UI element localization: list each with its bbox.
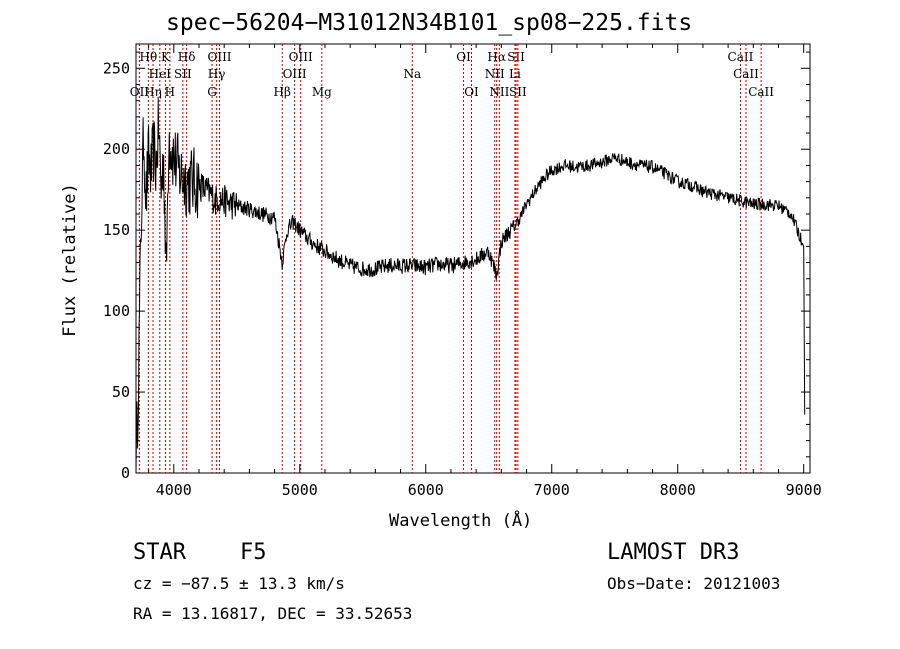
- y-tick-label: 250: [103, 59, 130, 77]
- spectral-line-label: Mg: [312, 85, 332, 99]
- spectral-line-label: K: [161, 50, 171, 64]
- y-tick-label: 200: [103, 140, 130, 158]
- spectral-line-label: CaII: [733, 67, 759, 81]
- spectral-line-label: G: [207, 85, 217, 99]
- x-tick-label: 4000: [156, 481, 192, 499]
- spectral-line-label: NII: [485, 67, 505, 81]
- spectral-line-label: Hθ: [139, 50, 157, 64]
- plot-frame: [135, 43, 811, 474]
- spectral-line-label: HeI: [149, 67, 172, 81]
- obs-date: Obs−Date: 20121003: [607, 574, 781, 593]
- spectral-line-label: OIII: [207, 50, 231, 64]
- spectral-line-label: CaII: [728, 50, 754, 64]
- spectral-line-label: Hδ: [178, 50, 196, 64]
- object-class: STAR: [133, 540, 186, 565]
- spectral-line-label: SII: [507, 50, 525, 64]
- spectral-line-label: OI: [464, 85, 479, 99]
- y-tick-label: 0: [121, 464, 130, 482]
- chart-title: spec−56204−M31012N34B101_sp08−225.fits: [166, 10, 693, 36]
- spectral-line-label: SII: [174, 67, 192, 81]
- x-tick-label: 8000: [660, 481, 696, 499]
- survey-name: LAMOST DR3: [607, 540, 740, 565]
- y-tick-label: 100: [103, 302, 130, 320]
- x-tick-label: 5000: [282, 481, 318, 499]
- spectral-line-label: NII: [489, 85, 509, 99]
- spectral-line-label: Hβ: [274, 85, 291, 99]
- spectral-line-label: OIII: [289, 50, 313, 64]
- spectral-line-label: Li: [509, 67, 521, 81]
- x-tick-label: 9000: [786, 481, 822, 499]
- x-tick-label: 6000: [408, 481, 444, 499]
- object-subclass: F5: [240, 540, 267, 565]
- x-axis-label: Wavelength (Å): [389, 511, 533, 531]
- y-tick-label: 150: [103, 221, 130, 239]
- y-axis-label: Flux (relative): [60, 183, 80, 337]
- spectral-line-label: CaII: [748, 85, 774, 99]
- coordinates: RA = 13.16817, DEC = 33.52653: [133, 604, 413, 623]
- spectral-line-label: OIII: [283, 67, 307, 81]
- spectral-line-label: Na: [403, 67, 421, 81]
- spectral-line-label: Hα: [487, 50, 506, 64]
- flux-series-line: [135, 96, 806, 474]
- spectral-line-label: OI: [456, 50, 471, 64]
- spectral-line-label: SII: [509, 85, 527, 99]
- x-tick-label: 7000: [534, 481, 570, 499]
- spectral-line-label: OII: [130, 85, 150, 99]
- redshift-text: cz = −87.5 ± 13.3 km/s: [133, 574, 345, 593]
- spectral-line-label: Hγ: [208, 67, 226, 81]
- y-tick-label: 50: [112, 383, 130, 401]
- spectral-line-label: Hη: [144, 85, 162, 99]
- spectral-line-label: H: [165, 85, 175, 99]
